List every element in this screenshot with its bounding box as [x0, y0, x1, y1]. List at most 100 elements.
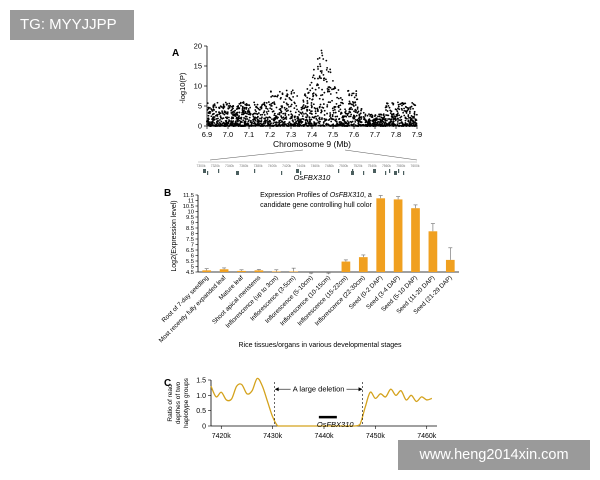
snp-point	[227, 105, 230, 107]
snp-point	[414, 121, 417, 124]
snp-point	[311, 105, 313, 108]
snp-point	[284, 114, 287, 117]
snp-point	[383, 122, 386, 125]
snp-point	[392, 120, 395, 123]
snp-point	[295, 104, 298, 107]
snp-point	[312, 94, 315, 97]
snp-point	[253, 122, 256, 124]
snp-point	[388, 106, 391, 109]
gene-track-tick-label: 7420k	[282, 164, 291, 168]
snp-point	[255, 110, 257, 113]
snp-point	[206, 108, 209, 111]
snp-point	[263, 110, 266, 112]
snp-point	[292, 124, 295, 127]
snp-point	[338, 117, 341, 120]
snp-point	[281, 93, 284, 96]
snp-point	[259, 117, 261, 120]
snp-point	[342, 118, 345, 121]
snp-point	[337, 106, 340, 109]
snp-point	[306, 114, 309, 116]
snp-point	[363, 118, 366, 121]
deletion-arrowhead-left	[274, 387, 279, 392]
snp-point	[350, 94, 353, 97]
snp-point	[396, 123, 399, 126]
snp-point	[254, 109, 257, 111]
b-ytick-label: 11.5	[183, 193, 194, 199]
gene-model	[300, 171, 302, 175]
snp-point	[396, 121, 399, 123]
snp-point	[272, 122, 275, 125]
snp-point	[311, 93, 314, 95]
snp-point	[309, 84, 311, 86]
panel-a-xlabel: Chromosome 9 (Mb)	[273, 139, 351, 149]
snp-point	[344, 110, 347, 112]
snp-point	[384, 118, 387, 120]
snp-point	[397, 101, 399, 104]
snp-point	[260, 119, 263, 122]
snp-point	[300, 122, 303, 124]
snp-point	[354, 118, 357, 121]
snp-point	[210, 115, 213, 118]
snp-point	[395, 108, 398, 111]
snp-point	[249, 112, 252, 115]
snp-point	[349, 120, 352, 123]
b-ytick-label: 4.5	[186, 270, 194, 276]
snp-point	[316, 119, 319, 122]
snp-point	[223, 113, 226, 116]
gene-track-tick-label: 7380k	[254, 164, 263, 168]
snp-point	[371, 116, 374, 119]
snp-point	[411, 119, 414, 122]
snp-point	[266, 118, 269, 121]
c-ytick-label: 0	[202, 424, 206, 431]
snp-point	[348, 115, 350, 118]
snp-point	[367, 119, 370, 121]
snp-point	[368, 123, 371, 126]
snp-point	[310, 102, 313, 104]
snp-point	[209, 123, 212, 126]
snp-point	[389, 112, 392, 115]
snp-point	[295, 122, 298, 125]
snp-point	[317, 68, 319, 70]
snp-point	[410, 117, 413, 120]
snp-point	[308, 122, 311, 125]
snp-point	[357, 123, 360, 126]
snp-point	[207, 123, 210, 126]
snp-point	[360, 116, 363, 118]
snp-point	[235, 114, 238, 116]
snp-point	[315, 84, 318, 87]
snp-point	[408, 117, 410, 119]
snp-point	[329, 101, 332, 104]
snp-point	[229, 105, 231, 108]
snp-point	[227, 122, 230, 125]
snp-point	[213, 118, 216, 121]
snp-point	[226, 112, 229, 115]
snp-point	[290, 123, 293, 126]
snp-point	[289, 110, 292, 113]
snp-point	[266, 108, 269, 110]
gene-track-tick-label: 7440k	[296, 164, 305, 168]
snp-point	[384, 124, 387, 127]
snp-point	[256, 117, 259, 119]
snp-point	[297, 122, 300, 124]
snp-point	[310, 110, 313, 113]
snp-point	[318, 116, 321, 119]
gene-model	[281, 171, 283, 175]
snp-point	[414, 118, 417, 121]
snp-point	[410, 123, 413, 126]
snp-point	[265, 105, 268, 108]
snp-point	[344, 108, 346, 111]
snp-point	[341, 98, 344, 101]
snp-point	[318, 106, 321, 109]
snp-point	[223, 122, 226, 124]
snp-point	[232, 120, 235, 122]
snp-point	[320, 77, 322, 80]
gene-model	[203, 169, 206, 173]
panel-b-title-line1: Expression Profiles of OsFBX310, a	[260, 192, 372, 199]
snp-point	[353, 96, 356, 99]
panel-c-gene-bar	[318, 415, 337, 419]
snp-point	[277, 113, 279, 115]
snp-point	[215, 106, 218, 109]
snp-point	[248, 104, 251, 107]
snp-point	[273, 103, 276, 106]
snp-point	[356, 111, 359, 114]
